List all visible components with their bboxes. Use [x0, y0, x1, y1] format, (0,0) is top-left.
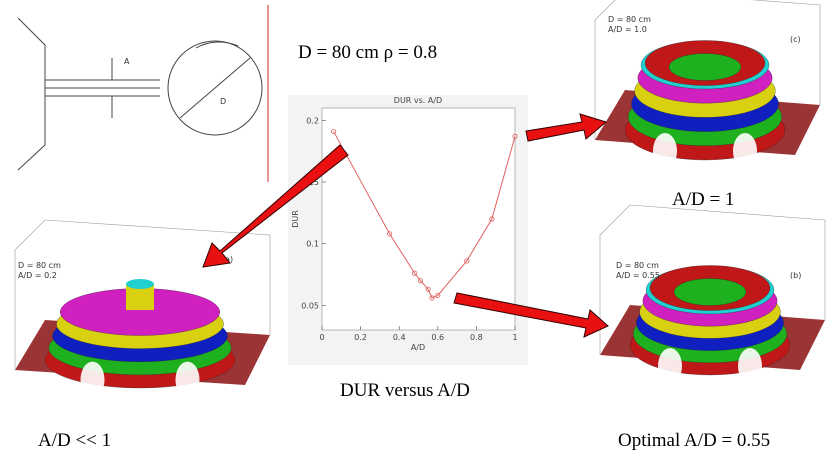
x-tick-label: 0.4 — [393, 333, 406, 342]
box-edge — [594, 0, 821, 140]
plot-title: D = 80 cm — [18, 261, 61, 270]
plot-subtitle: A/D = 0.2 — [18, 271, 57, 280]
y-tick-label: 0.2 — [306, 116, 319, 125]
x-tick-label: 0.8 — [470, 333, 483, 342]
arrow — [453, 292, 609, 338]
y-axis-label: DUR — [291, 210, 300, 228]
caption: Optimal A/D = 0.55 — [618, 430, 770, 451]
chart-title: DUR vs. A/D — [394, 96, 442, 105]
x-tick-label: 0.2 — [354, 333, 367, 342]
x-tick-label: 1 — [512, 333, 517, 342]
surface-band — [126, 279, 154, 289]
plot-subtitle: A/D = 1.0 — [608, 25, 647, 34]
label-a: A — [124, 57, 130, 66]
caption: A/D = 1 — [672, 189, 734, 210]
data-point — [386, 231, 393, 237]
x-tick-label: 0 — [319, 333, 324, 342]
diameter-line — [179, 57, 251, 119]
surface-band — [668, 53, 742, 81]
surface-gap — [658, 348, 682, 384]
data-point — [412, 270, 418, 276]
header: D = 80 cm ρ = 0.8 — [298, 42, 437, 63]
box-edge — [599, 204, 826, 355]
data-point — [425, 286, 431, 292]
surface-gap — [80, 361, 105, 398]
data-point — [464, 258, 470, 264]
surface-plot — [14, 219, 271, 398]
y-tick-label: 0.05 — [301, 301, 319, 310]
schematic — [17, 17, 263, 171]
arrow — [525, 113, 608, 142]
x-axis-label: A/D — [411, 343, 425, 352]
surface-plot — [599, 204, 826, 384]
data-line — [333, 131, 516, 299]
data-point — [330, 128, 337, 135]
plot-tag: (b) — [790, 271, 801, 280]
surface-gap — [738, 348, 762, 384]
surface-gap — [733, 133, 757, 169]
data-point — [512, 133, 518, 139]
plot-title: D = 80 cm — [616, 261, 659, 270]
surface-plot — [594, 0, 821, 169]
plot-area — [321, 107, 516, 331]
arrows — [202, 113, 609, 338]
plot-tag: (c) — [790, 35, 801, 44]
surface-gap — [175, 361, 200, 398]
nozzle-wall — [17, 17, 46, 171]
data-point — [489, 216, 495, 222]
container — [167, 40, 263, 136]
arrow — [202, 144, 349, 268]
plot-title: D = 80 cm — [608, 15, 651, 24]
data-point — [435, 292, 441, 299]
surface-band — [673, 278, 747, 306]
caption: A/D << 1 — [38, 430, 111, 451]
x-tick-label: 0.6 — [431, 333, 444, 342]
chart: DUR vs. A/D A/D DUR 0 0.2 0.4 0.6 0.8 1 0.05 0.… — [288, 95, 528, 365]
surface-gap — [653, 133, 677, 169]
data-point — [417, 278, 424, 284]
box-edge — [14, 219, 271, 370]
plot-subtitle: A/D = 0.55 — [616, 271, 660, 280]
label-d: D — [220, 97, 226, 106]
rotation-arrow — [195, 41, 239, 49]
chart-caption: DUR versus A/D — [340, 380, 470, 401]
y-tick-label: 0.1 — [306, 240, 319, 249]
data-point — [429, 295, 435, 301]
